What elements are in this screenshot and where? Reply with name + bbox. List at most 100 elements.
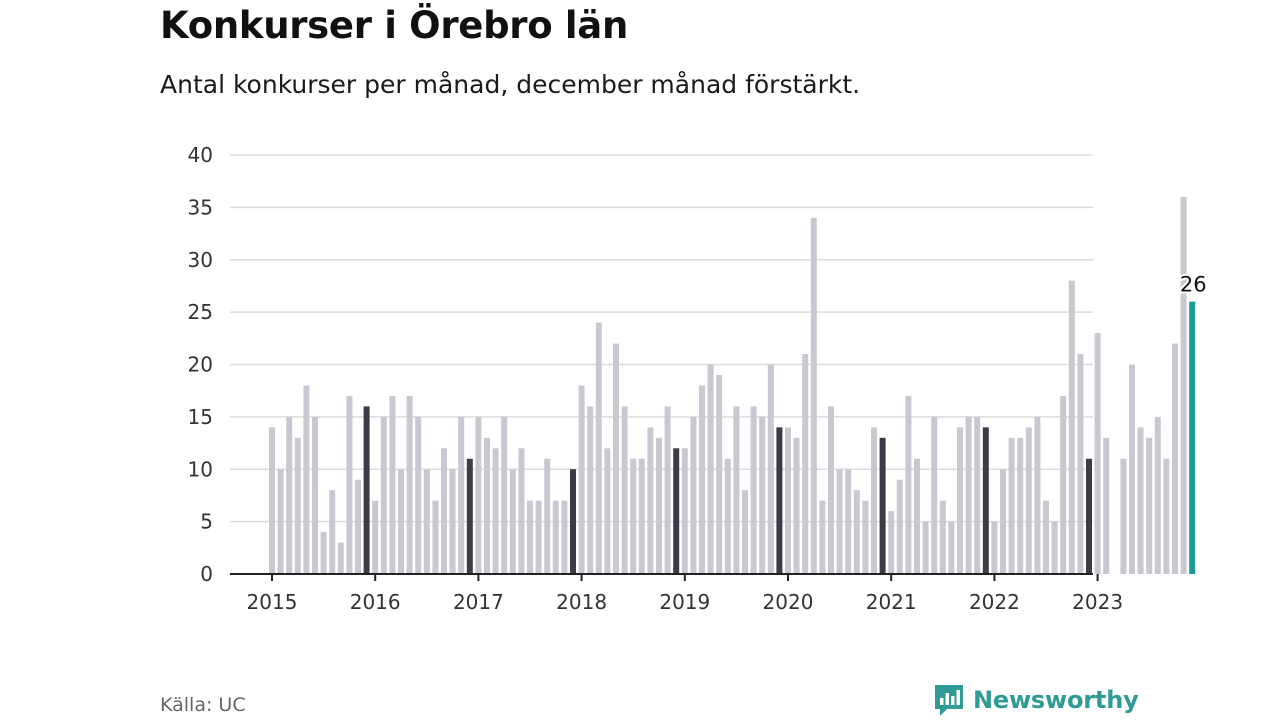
bar — [535, 500, 542, 574]
bar — [1120, 458, 1127, 574]
bar — [1025, 427, 1032, 574]
bar — [355, 479, 361, 574]
y-tick-label: 35 — [188, 195, 213, 219]
bar — [810, 217, 817, 574]
bar — [1077, 354, 1084, 574]
bar — [372, 500, 379, 574]
y-tick-label: 40 — [188, 143, 213, 167]
bar — [423, 469, 430, 574]
x-tick-label: 2018 — [556, 590, 607, 614]
bar — [793, 437, 800, 574]
bar — [337, 542, 344, 574]
bar — [441, 448, 447, 574]
bar — [1146, 437, 1153, 574]
bar-chart: 0 5 10 15 20 25 30 35 40 2015 2016 2017 2018 2019 2020… — [188, 143, 1209, 614]
bar — [1103, 437, 1110, 574]
bar — [380, 416, 387, 574]
bar — [759, 416, 766, 574]
bar — [492, 448, 499, 574]
bar — [1043, 500, 1049, 574]
bar-december — [363, 406, 370, 574]
bar — [914, 458, 920, 574]
bar — [681, 448, 688, 574]
x-tick-label: 2021 — [866, 590, 917, 614]
y-tick-label: 30 — [188, 248, 213, 272]
bar — [1163, 458, 1170, 574]
bar — [552, 500, 559, 574]
bar — [320, 532, 327, 574]
bar — [1017, 437, 1024, 574]
bar — [415, 416, 422, 574]
bar — [1094, 333, 1101, 574]
bar — [286, 416, 293, 574]
y-tick-label: 20 — [188, 353, 213, 377]
bar-december — [1086, 458, 1092, 574]
chart-subtitle: Antal konkurser per månad, december måna… — [160, 70, 861, 99]
bar — [862, 500, 869, 574]
bar — [638, 458, 645, 574]
y-tick-label: 15 — [188, 405, 213, 429]
bar — [742, 490, 748, 574]
bar — [1068, 280, 1075, 574]
newsworthy-brand[interactable]: Newsworthy — [933, 683, 1139, 717]
bar — [707, 364, 714, 574]
bar — [509, 469, 516, 574]
bar-december — [879, 437, 886, 574]
bar — [853, 490, 860, 574]
bar — [1129, 364, 1135, 574]
bar — [406, 395, 413, 574]
newsworthy-logo-icon — [935, 685, 963, 716]
bar — [836, 469, 843, 574]
bar — [716, 374, 723, 574]
bar — [957, 427, 963, 574]
bar-december — [776, 427, 783, 574]
bar — [587, 406, 594, 574]
bar — [828, 406, 834, 574]
bar — [312, 416, 318, 574]
x-tick-label: 2016 — [350, 590, 401, 614]
bar — [785, 427, 791, 574]
x-tick-label: 2022 — [969, 590, 1020, 614]
bar — [922, 521, 929, 574]
bar — [931, 416, 938, 574]
bar — [604, 448, 611, 574]
y-tick-label: 25 — [188, 300, 213, 324]
bar — [1051, 521, 1058, 574]
bar — [1000, 469, 1006, 574]
bar — [578, 385, 585, 574]
bar — [613, 343, 619, 574]
bar — [767, 364, 774, 574]
bar — [484, 437, 490, 574]
bar — [1180, 196, 1187, 574]
bar — [518, 448, 525, 574]
bar — [656, 437, 662, 574]
source-note: Källa: UC — [160, 694, 246, 716]
x-tick-label: 2017 — [453, 590, 504, 614]
bar — [346, 395, 353, 574]
bar — [303, 385, 310, 574]
bar — [1008, 437, 1015, 574]
y-tick-label: 5 — [200, 510, 213, 534]
bar — [974, 416, 981, 574]
bar — [544, 458, 551, 574]
bar — [733, 406, 740, 574]
bar — [896, 479, 903, 574]
bar-december — [982, 427, 989, 574]
bar — [389, 395, 396, 574]
bar-december — [673, 448, 680, 574]
bar — [724, 458, 731, 574]
x-tick-label: 2015 — [247, 590, 298, 614]
chart-title: Konkurser i Örebro län — [160, 4, 629, 47]
bar — [398, 469, 404, 574]
bar-latest — [1189, 301, 1196, 574]
bar — [1137, 427, 1144, 574]
bar — [561, 500, 568, 574]
bar — [630, 458, 637, 574]
bar — [475, 416, 482, 574]
bar-december — [570, 469, 576, 574]
bar — [329, 490, 336, 574]
brand-name: Newsworthy — [973, 686, 1139, 714]
bar — [905, 395, 912, 574]
bar — [647, 427, 654, 574]
x-tick-label: 2020 — [763, 590, 814, 614]
